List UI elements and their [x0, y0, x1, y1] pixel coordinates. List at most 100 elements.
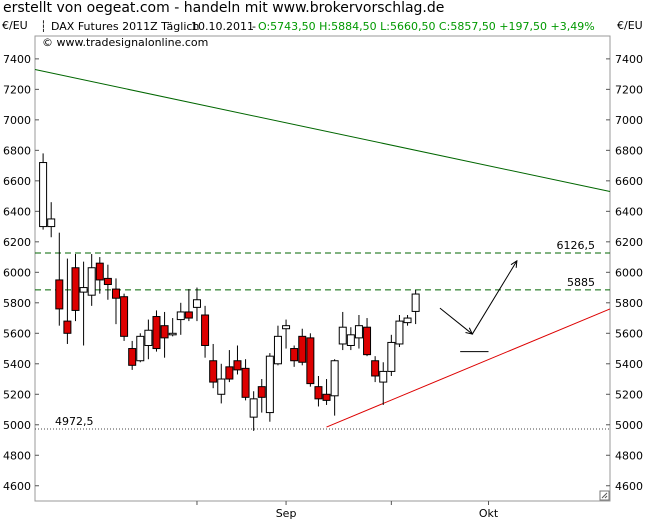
forecast-segment	[439, 307, 473, 335]
candle	[395, 315, 404, 348]
plot-frame	[34, 35, 611, 502]
candle-body	[346, 334, 355, 346]
candle-body	[71, 267, 80, 311]
candle-body	[184, 311, 193, 319]
y-axis-labels-left: 4600 4800 5000 5200 5400 5600 5800 6000 6200 6400…	[3, 53, 31, 493]
candle	[128, 340, 137, 370]
candle	[403, 315, 412, 326]
ohlc-readout: O:5743,50 H:5884,50 L:5660,50 C:5857,50 …	[258, 20, 595, 33]
candle	[346, 327, 355, 351]
level-label: 5885	[567, 276, 595, 289]
candle-body	[403, 317, 412, 324]
unit-label-right: €/EU	[617, 19, 643, 32]
candle-body	[387, 341, 396, 372]
candle	[338, 311, 347, 351]
candle	[144, 319, 153, 360]
candle	[136, 333, 145, 363]
candle	[168, 318, 177, 337]
candle-body	[63, 320, 72, 334]
candle	[95, 257, 104, 294]
y-tick-label-right: 7200	[615, 83, 643, 96]
y-tick-label-left: 5200	[3, 388, 31, 401]
trend-line-support	[326, 308, 611, 428]
y-tick-label-left: 7200	[3, 83, 31, 96]
y-tick-label-left: 6800	[3, 144, 31, 157]
candle	[314, 375, 323, 407]
y-axis-ticks	[35, 58, 610, 487]
resize-grip-icon[interactable]	[599, 490, 610, 501]
y-tick-label-left: 5800	[3, 297, 31, 310]
candle	[152, 310, 161, 352]
candle-body	[322, 393, 331, 401]
y-tick-label-right: 4800	[615, 449, 643, 462]
candle-body	[87, 267, 96, 296]
level-label: 4972,5	[55, 415, 94, 428]
unit-label-left: €/EU	[2, 19, 28, 32]
candle	[371, 356, 380, 383]
candle	[111, 278, 120, 325]
candle	[209, 343, 218, 389]
y-tick-label-left: 5000	[3, 419, 31, 432]
y-tick-label-right: 6800	[615, 144, 643, 157]
candle-body	[273, 335, 282, 365]
candle-body	[144, 329, 153, 346]
candle	[217, 363, 226, 404]
trend-line-resistance	[34, 69, 611, 192]
y-tick-label-left: 6200	[3, 236, 31, 249]
candle-body	[103, 277, 112, 286]
candle	[387, 334, 396, 376]
candle-body	[298, 335, 307, 363]
y-tick-label-right: 6400	[615, 205, 643, 218]
candle	[257, 379, 266, 413]
y-tick-label-left: 5400	[3, 358, 31, 371]
y-tick-label-left: 6600	[3, 175, 31, 188]
y-tick-label-right: 5600	[615, 327, 643, 340]
candle-body	[201, 314, 210, 346]
candle	[233, 345, 242, 375]
y-tick-label-right: 6200	[615, 236, 643, 249]
candle-body	[225, 366, 234, 380]
candle	[225, 350, 234, 383]
candle-body	[111, 288, 120, 299]
level-label: 6126,5	[557, 239, 596, 252]
y-tick-label-right: 4600	[615, 480, 643, 493]
candle	[87, 254, 96, 306]
candle	[265, 353, 274, 422]
candle-body	[241, 367, 250, 398]
instrument-glyph: ┆	[40, 20, 47, 33]
candle-body	[257, 386, 266, 398]
candle	[354, 315, 363, 349]
candle-body	[152, 316, 161, 350]
candle	[379, 362, 388, 405]
candle	[160, 311, 169, 358]
trend-lines	[34, 69, 611, 428]
forecast-path	[439, 259, 518, 353]
candle-body	[79, 287, 88, 293]
candle-body	[55, 279, 64, 310]
chart-date: 10.10.2011	[191, 20, 254, 33]
x-tick-label: Sep	[276, 507, 297, 520]
y-tick-label-right: 5400	[615, 358, 643, 371]
candle	[79, 261, 88, 346]
x-tick-label: Okt	[479, 507, 499, 520]
candle-body	[136, 335, 145, 362]
candle-body	[330, 360, 339, 397]
y-tick-label-right: 7000	[615, 114, 643, 127]
candle-body	[120, 296, 129, 337]
candle	[322, 379, 331, 405]
chart-header: ┆ DAX Futures 2011Z Täglich 10.10.2011 -…	[40, 20, 595, 49]
candle-body	[363, 326, 372, 356]
y-tick-label-left: 7000	[3, 114, 31, 127]
candles	[39, 153, 420, 431]
y-tick-label-right: 5200	[615, 388, 643, 401]
candle	[330, 359, 339, 416]
candle-body	[95, 262, 104, 281]
candle	[184, 289, 193, 322]
candle-body	[354, 325, 363, 339]
candle-body	[379, 370, 388, 383]
candle	[71, 254, 80, 322]
candle-body	[395, 320, 404, 345]
candle-body	[128, 348, 137, 366]
candle-body	[176, 311, 185, 321]
